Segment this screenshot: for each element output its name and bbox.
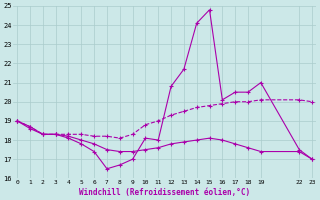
X-axis label: Windchill (Refroidissement éolien,°C): Windchill (Refroidissement éolien,°C) (79, 188, 250, 197)
